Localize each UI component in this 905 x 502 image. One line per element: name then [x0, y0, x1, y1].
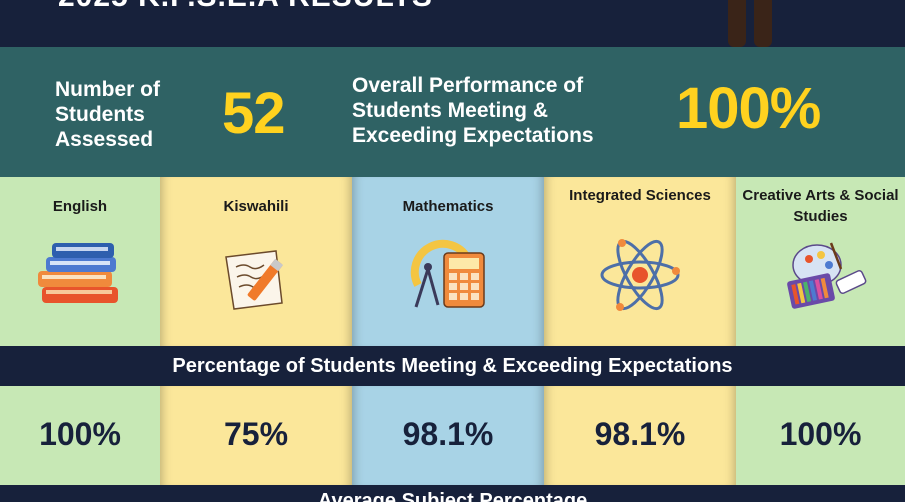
average-heading-bar: Average Subject Percentage: [0, 485, 905, 502]
subject-name: Kiswahili: [223, 198, 289, 215]
percentage-kiswahili: 75%: [160, 386, 352, 485]
subject-card-kiswahili: Kiswahili: [160, 177, 352, 346]
page-title: 2025 K.P.S.E.A RESULTS: [58, 0, 433, 14]
subject-card-creative-arts: Creative Arts & Social Studies: [736, 177, 905, 346]
subject-name: Creative Arts & Social Studies: [742, 187, 899, 225]
students-assessed-value: 52: [222, 81, 286, 146]
student-figure-legs: [726, 0, 776, 47]
overall-performance-label: Overall Performance of Students Meeting …: [352, 74, 594, 147]
percentage-values-row: 100% 75% 98.1% 98.1% 100%: [0, 386, 905, 485]
subject-cards-row: English Kiswahili: [0, 177, 905, 346]
subject-card-integrated-sciences: Integrated Sciences: [544, 177, 736, 346]
calculator-tools-icon: [398, 235, 498, 315]
subject-name: English: [52, 198, 108, 215]
title-banner: 2025 K.P.S.E.A RESULTS: [0, 0, 905, 47]
percentage-heading: Percentage of Students Meeting & Exceedi…: [0, 346, 905, 386]
percentage-english: 100%: [0, 386, 160, 485]
subject-name: Integrated Sciences: [569, 187, 711, 204]
students-assessed-label: Number of Students Assessed: [55, 78, 160, 151]
subject-card-english: English: [0, 177, 160, 346]
books-icon: [30, 235, 130, 315]
subject-name: Mathematics: [402, 198, 494, 215]
average-heading: Average Subject Percentage: [317, 490, 588, 502]
summary-stats-panel: Number of Students Assessed 52 Overall P…: [0, 47, 905, 177]
atom-icon: [590, 235, 690, 315]
percentage-integrated-sciences: 98.1%: [544, 386, 736, 485]
subject-card-mathematics: Mathematics: [352, 177, 544, 346]
writing-paper-icon: [206, 235, 306, 315]
overall-performance-value: 100%: [676, 76, 821, 141]
percentage-creative-arts: 100%: [736, 386, 905, 485]
percentage-mathematics: 98.1%: [352, 386, 544, 485]
art-palette-icon: [771, 235, 871, 315]
